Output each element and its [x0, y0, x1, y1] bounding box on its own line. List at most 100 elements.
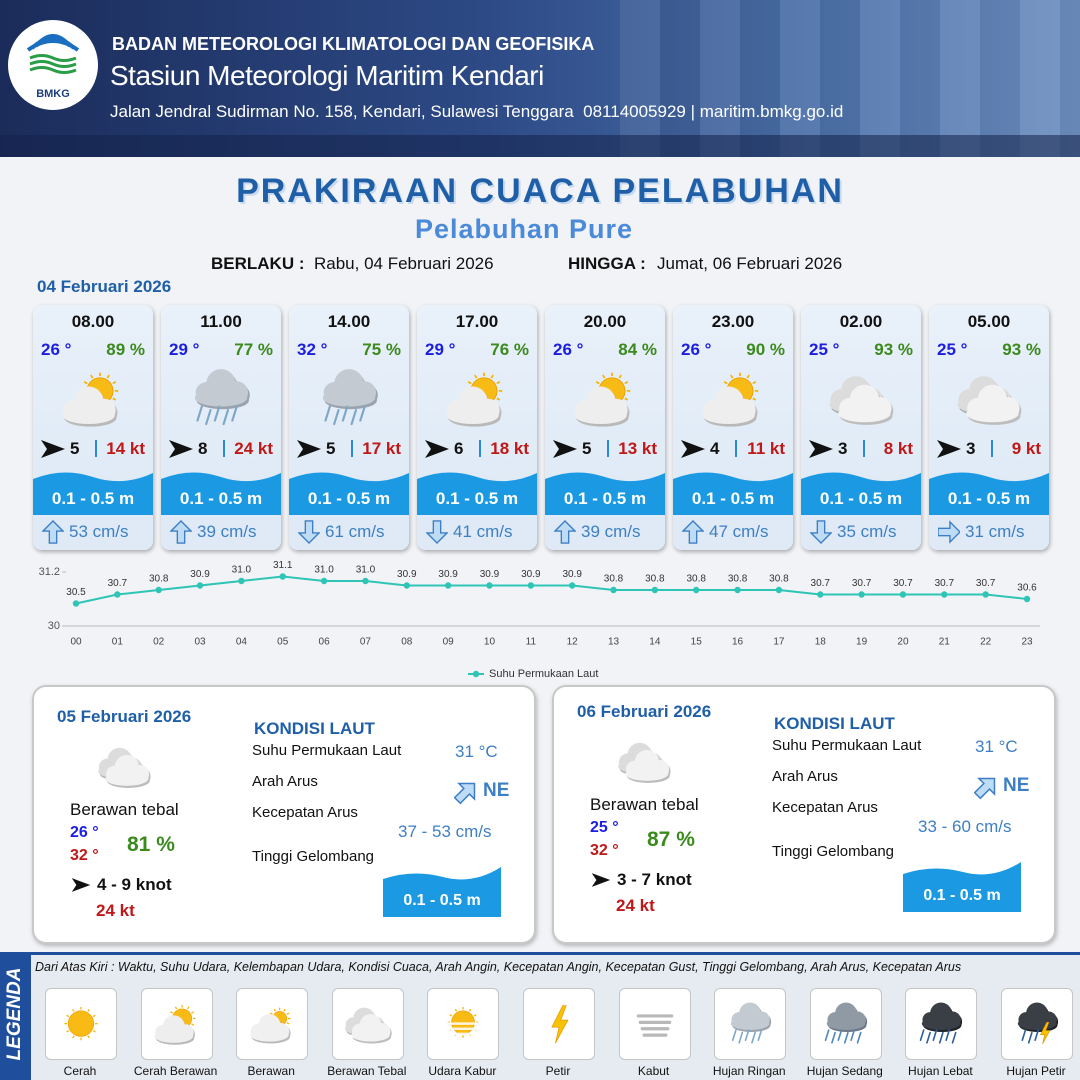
- legend-icon-box: [1001, 988, 1073, 1060]
- sst-point: [527, 582, 535, 589]
- wind-arrow: [169, 440, 193, 458]
- rain-drop: [920, 1029, 925, 1042]
- x-tick-label: 12: [567, 637, 579, 648]
- condition: Berawan tebal: [70, 800, 179, 819]
- wind-arrow: [297, 440, 321, 458]
- current-speed: 31 cm/s: [965, 522, 1025, 541]
- cloud-part: [574, 406, 627, 425]
- wave-height: 0.1 - 0.5 m: [923, 887, 1001, 904]
- legend-label: Suhu Permukaan Laut: [489, 668, 598, 680]
- wind-arrow-shape: [681, 440, 705, 458]
- x-tick-label: 04: [236, 637, 248, 648]
- arrow-shape: [426, 520, 448, 544]
- forecast-card: 20.00 26 ° 84 % 5 13 kt 0.1 - 0.5 m 39 cm/s: [545, 305, 665, 550]
- wave-height: 0.1 - 0.5 m: [435, 489, 519, 508]
- wave-height: 0.1 - 0.5 m: [563, 489, 647, 508]
- weather-icon: [322, 369, 378, 426]
- value-label: 30.8: [645, 574, 665, 585]
- sun-ray: [90, 374, 94, 379]
- sst: 31 °C: [975, 737, 1018, 756]
- legend-icon-box: [140, 988, 213, 1060]
- value-label: 30.9: [397, 569, 417, 580]
- weather-icon: [62, 372, 119, 427]
- sst-point: [651, 586, 659, 594]
- legend-icon-box: [331, 988, 404, 1060]
- value-label: 30.8: [149, 574, 169, 585]
- sun-ray: [190, 1011, 194, 1014]
- rain-drop: [196, 405, 203, 422]
- sun: [451, 1010, 476, 1035]
- separator: [223, 440, 225, 457]
- sea-label: Suhu Permukaan Laut: [772, 737, 922, 754]
- rain-drop: [1021, 1029, 1027, 1042]
- logo-mark: [26, 34, 80, 74]
- weather-icon: [829, 376, 894, 425]
- wind-arrow-shape: [71, 878, 91, 892]
- sst-point: [486, 582, 493, 589]
- rain-drop: [939, 1031, 945, 1044]
- cloud-part: [730, 1017, 770, 1031]
- sun-ray: [87, 1008, 90, 1012]
- logo-wave: [29, 54, 77, 62]
- rain-drop: [341, 405, 349, 422]
- temp-max: 32 °: [590, 842, 619, 859]
- separator: [991, 440, 993, 457]
- rain-drop: [751, 1031, 757, 1044]
- air-temperature: 25 °: [809, 340, 840, 359]
- sun-ray: [112, 397, 117, 401]
- x-tick-label: 02: [153, 637, 165, 648]
- sun-ray: [595, 380, 600, 385]
- time: 08.00: [71, 312, 115, 331]
- x-tick-label: 01: [112, 637, 124, 648]
- sea-label: Kecepatan Arus: [252, 804, 358, 821]
- humidity: 89 %: [106, 340, 145, 359]
- legend-icon: [64, 1007, 98, 1041]
- sst-point: [72, 600, 80, 607]
- current-arrow: [42, 520, 64, 544]
- rain-drop: [757, 1029, 763, 1042]
- value-label: 30.8: [686, 574, 706, 585]
- current-arrow: [298, 520, 320, 544]
- wind-speed: 5: [582, 439, 592, 458]
- rain-drop: [744, 1029, 750, 1042]
- day-date: 04 Februari 2026: [37, 277, 172, 296]
- rain-drop: [952, 1031, 957, 1044]
- forecast-card: 23.00 26 ° 90 % 4 11 kt 0.1 - 0.5 m 47 cm/s: [673, 305, 793, 550]
- sun-ray: [496, 380, 501, 385]
- time: 14.00: [327, 312, 371, 331]
- wave-height: 0.1 - 0.5 m: [307, 489, 391, 508]
- wave-height: 0.1 - 0.5 m: [819, 489, 903, 508]
- wind-arrow-shape: [297, 440, 321, 458]
- legend-icon-box: [905, 988, 978, 1060]
- wind-arrow-shape: [591, 873, 611, 887]
- current-arrow: [810, 520, 832, 544]
- logo-arc: [34, 34, 72, 48]
- lightning: [1040, 1022, 1051, 1045]
- time: 17.00: [455, 312, 499, 331]
- sun-ray: [624, 397, 629, 401]
- value-label: 30.7: [935, 578, 955, 589]
- value-label: 30.7: [976, 578, 996, 589]
- arrow-shape: [298, 520, 320, 544]
- sun-ray: [449, 1014, 453, 1017]
- arrow-shape: [170, 520, 192, 544]
- gust: 9 kt: [1011, 439, 1041, 458]
- wave-shape: [545, 472, 665, 515]
- title: PRAKIRAAN CUACA PELABUHAN: [236, 172, 844, 210]
- sst: 31 °C: [455, 742, 498, 761]
- wind-speed: 3: [966, 439, 976, 458]
- humidity: 76 %: [490, 340, 529, 359]
- rain-drop: [830, 1031, 836, 1044]
- rain-drop: [222, 408, 230, 426]
- gust: 8 kt: [883, 439, 913, 458]
- x-tick-label: 07: [360, 637, 372, 648]
- legend-item-label: Hujan Sedang: [806, 1064, 883, 1078]
- legend-icon: [444, 1007, 483, 1038]
- separator: [351, 440, 353, 457]
- temp-min: 26 °: [70, 824, 99, 841]
- sst-point: [114, 591, 121, 598]
- value-label: 31.1: [273, 560, 293, 571]
- sun-ray: [602, 374, 606, 379]
- sun-ray: [723, 380, 728, 385]
- sun-ray: [752, 397, 757, 401]
